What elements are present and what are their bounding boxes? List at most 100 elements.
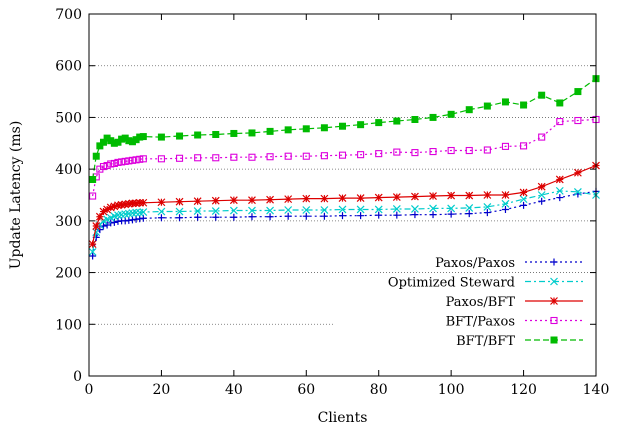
data-point bbox=[103, 205, 112, 214]
data-point bbox=[110, 218, 118, 226]
data-point bbox=[538, 91, 546, 99]
data-point bbox=[99, 138, 107, 146]
data-point bbox=[501, 199, 510, 208]
data-point bbox=[411, 205, 419, 213]
data-point bbox=[96, 226, 104, 234]
y-tick-label: 400 bbox=[55, 162, 82, 178]
data-point bbox=[229, 196, 238, 205]
legend: Paxos/Paxos Optimized Steward Paxos/BFT BFT… bbox=[388, 256, 583, 349]
data-point bbox=[483, 102, 491, 110]
data-point bbox=[139, 133, 147, 141]
data-point bbox=[465, 204, 474, 212]
data-point bbox=[501, 191, 510, 199]
y-tick-label: 200 bbox=[55, 266, 82, 282]
data-point bbox=[392, 193, 401, 201]
data-point bbox=[175, 154, 184, 162]
data-point bbox=[248, 213, 256, 221]
data-point bbox=[501, 205, 509, 213]
data-point bbox=[89, 175, 97, 183]
legend-marker bbox=[550, 277, 558, 286]
grid-lines bbox=[89, 65, 596, 325]
data-point bbox=[429, 113, 437, 121]
x-tick-label: 120 bbox=[510, 382, 537, 398]
data-point bbox=[555, 186, 564, 195]
data-point bbox=[320, 152, 328, 160]
legend-marker bbox=[550, 336, 558, 344]
legend-entry: Paxos/Paxos bbox=[435, 256, 583, 271]
data-point bbox=[132, 156, 140, 164]
data-point bbox=[501, 98, 509, 106]
legend-label: Paxos/BFT bbox=[446, 295, 516, 310]
data-point bbox=[175, 197, 184, 206]
data-point bbox=[519, 188, 528, 197]
y-tick-label: 100 bbox=[55, 317, 82, 333]
data-point bbox=[136, 155, 144, 163]
data-point bbox=[194, 213, 202, 221]
data-point bbox=[284, 206, 293, 214]
data-point bbox=[447, 191, 456, 200]
data-point bbox=[92, 222, 101, 230]
data-point bbox=[556, 194, 564, 202]
series-layer bbox=[88, 75, 600, 260]
data-point bbox=[211, 196, 220, 205]
series-paxos-bft bbox=[88, 161, 600, 249]
data-point bbox=[447, 210, 455, 218]
y-axis-label: Update Latency (ms) bbox=[8, 121, 24, 270]
y-tick-label: 600 bbox=[55, 59, 82, 75]
data-point bbox=[429, 204, 437, 213]
data-point bbox=[338, 194, 347, 203]
data-point bbox=[465, 191, 474, 200]
data-point bbox=[392, 205, 401, 213]
data-point bbox=[88, 240, 97, 249]
data-point bbox=[266, 153, 274, 161]
data-point bbox=[538, 133, 546, 141]
x-tick-label: 0 bbox=[85, 382, 94, 398]
x-tick-label: 20 bbox=[153, 382, 171, 398]
data-point bbox=[103, 221, 111, 229]
data-point bbox=[89, 192, 97, 200]
y-tick-label: 500 bbox=[55, 110, 82, 126]
data-point bbox=[193, 197, 202, 206]
data-point bbox=[124, 199, 133, 208]
series-line bbox=[92, 190, 597, 253]
data-point bbox=[320, 124, 328, 132]
data-point bbox=[320, 194, 329, 203]
data-point bbox=[128, 199, 137, 208]
data-point bbox=[483, 209, 491, 217]
data-point bbox=[132, 208, 141, 217]
data-point bbox=[107, 160, 115, 168]
data-point bbox=[339, 212, 346, 220]
data-point bbox=[302, 125, 310, 133]
data-point bbox=[574, 116, 582, 125]
data-point bbox=[284, 212, 292, 220]
data-point bbox=[139, 208, 148, 216]
data-point bbox=[501, 142, 510, 150]
data-point bbox=[556, 99, 564, 107]
data-point bbox=[356, 194, 365, 203]
data-point bbox=[284, 152, 292, 160]
legend-entry: BFT/Paxos bbox=[446, 315, 583, 330]
data-point bbox=[302, 152, 310, 160]
data-point bbox=[157, 133, 165, 141]
data-point bbox=[230, 153, 238, 161]
data-point bbox=[175, 207, 184, 216]
data-point bbox=[230, 213, 238, 221]
series-bft-bft bbox=[89, 75, 600, 183]
data-point bbox=[248, 196, 256, 205]
data-point bbox=[302, 212, 310, 220]
data-point bbox=[99, 163, 108, 171]
data-point bbox=[447, 146, 455, 155]
series-optimized-steward bbox=[88, 186, 600, 256]
data-point bbox=[537, 191, 546, 199]
data-point bbox=[465, 106, 473, 114]
data-point bbox=[357, 151, 365, 159]
data-point bbox=[411, 115, 419, 123]
data-point bbox=[374, 193, 383, 202]
data-point bbox=[92, 152, 100, 160]
x-tick-label: 100 bbox=[438, 382, 465, 398]
data-point bbox=[96, 142, 104, 150]
data-point bbox=[393, 148, 401, 156]
x-tick-label: 40 bbox=[225, 382, 243, 398]
data-point bbox=[320, 212, 328, 220]
data-point bbox=[338, 151, 347, 159]
